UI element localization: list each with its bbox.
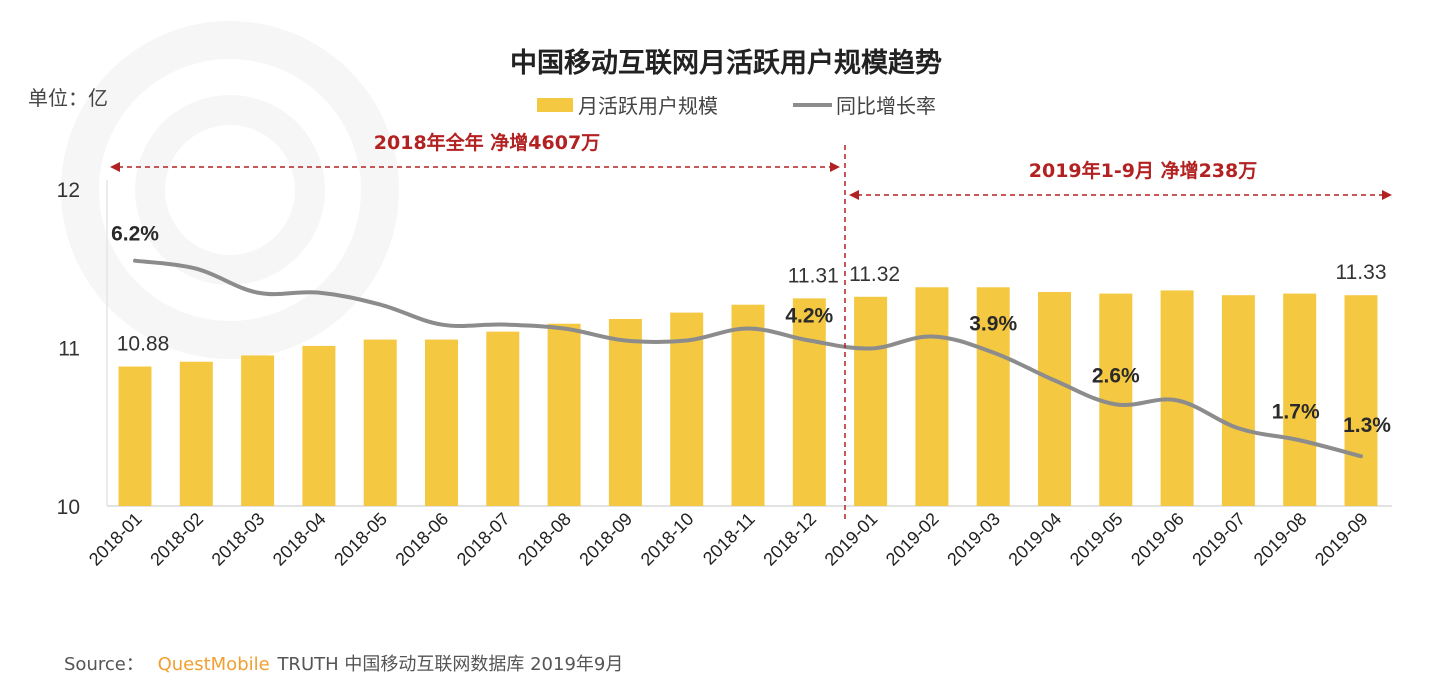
y-tick-label: 12 [57,179,80,202]
bar-2018-11 [731,304,765,506]
x-tick-label: 2018-03 [208,509,269,570]
bar-2018-03 [241,355,275,506]
x-tick-label: 2019-04 [1004,509,1065,570]
bar-2019-07 [1221,295,1255,506]
annotation-2019-label: 2019年1-9月 净增238万 [1029,159,1257,182]
x-tick-label: 2018-04 [269,509,330,570]
growth-rate-line [133,258,1363,459]
annotation-2018-arrow-right-arrowhead-icon [830,162,840,172]
bar-2018-08 [547,323,581,506]
annotation-2019-arrow-right-arrowhead-icon [1382,190,1392,200]
bar-2018-10 [670,312,704,506]
x-tick-label: 2019-06 [1127,509,1188,570]
x-tick-label: 2018-09 [575,509,636,570]
bar-2019-01 [854,296,888,506]
chart-title: 中国移动互联网月活跃用户规模趋势 [510,47,942,79]
unit-label: 单位：亿 [28,86,108,110]
bar-data-label: 11.32 [849,263,900,286]
x-tick-label: 2019-09 [1311,509,1372,570]
bar-2018-07 [486,331,520,506]
line-data-label: 1.7% [1272,400,1320,423]
watermark-inner-ring [135,95,325,285]
line-data-label: 6.2% [111,223,159,246]
x-tick-label: 2019-07 [1188,509,1249,570]
line-data-label: 2.6% [1092,364,1140,387]
bar-data-label: 11.31 [788,264,839,287]
source-brand: QuestMobile [158,654,270,675]
bar-data-label: 10.88 [117,333,170,356]
watermark-logo [61,21,399,359]
bar-2018-02 [179,361,213,506]
legend-line-label: 同比增长率 [836,94,936,118]
x-tick-label: 2019-03 [943,509,1004,570]
x-tick-label: 2018-02 [146,509,207,570]
bar-2018-06 [425,339,458,506]
bar-2018-09 [608,318,642,506]
source: Source： QuestMobile TRUTH 中国移动互联网数据库 201… [64,654,623,675]
annotation-2018-label: 2018年全年 净增4607万 [374,131,600,154]
x-tick-label: 2018-12 [759,509,820,570]
x-tick-label: 2018-11 [699,509,759,569]
x-tick-label: 2018-10 [637,509,698,570]
line-data-label: 1.3% [1343,414,1391,437]
x-tick-label: 2018-08 [514,509,575,570]
legend: 月活跃用户规模 同比增长率 [537,94,936,118]
x-tick-label: 2019-01 [821,509,882,570]
y-tick-label: 11 [58,338,80,361]
x-tick-label: 2018-07 [453,509,514,570]
svg-text:Source： QuestMobile: Source： QuestMobile TRUTH 中国移动互联网数据库 201… [64,654,623,675]
legend-bar-label: 月活跃用户规模 [578,94,718,118]
x-tick-label: 2019-05 [1066,509,1127,570]
x-tick-label: 2018-06 [391,509,452,570]
bar-2019-09 [1344,295,1378,506]
bar-data-label: 11.33 [1336,261,1387,284]
bar-2019-02 [915,287,949,506]
bar-2019-03 [976,287,1010,506]
bar-2018-01 [118,366,152,506]
x-tick-label: 2018-05 [330,509,391,570]
source-text: TRUTH 中国移动互联网数据库 2019年9月 [276,654,623,675]
line-data-label: 3.9% [969,312,1017,335]
annotation-2018-arrow-left-arrowhead-icon [110,162,120,172]
x-tick-label: 2018-01 [85,509,146,570]
x-tick-label: 2019-02 [882,509,943,570]
line-data-label: 4.2% [785,305,833,328]
y-tick-label: 10 [57,496,80,519]
bar-2018-05 [363,339,397,506]
watermark-outer-ring [61,21,399,359]
bar-2018-04 [302,345,336,506]
annotation-2019-arrow-left-arrowhead-icon [849,190,859,200]
source-prefix: Source： [64,654,144,675]
bar-2018-12 [792,298,826,506]
bar-2019-08 [1283,293,1317,506]
x-tick-label: 2019-08 [1250,509,1311,570]
bar-2019-04 [1038,292,1071,506]
legend-bar-swatch [537,98,573,112]
